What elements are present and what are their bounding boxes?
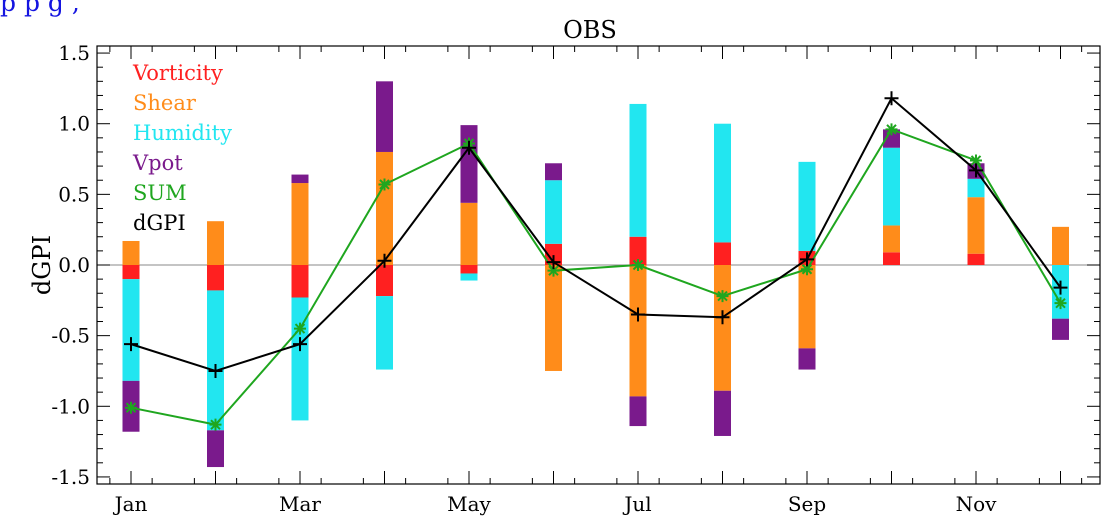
sum-point <box>885 123 898 136</box>
legend-entry-vpot: Vpot <box>132 151 183 175</box>
legend-entry-shear: Shear <box>133 91 197 115</box>
bar-segment-vorticity-apr <box>376 265 393 297</box>
sum-point <box>125 401 137 414</box>
sum-point <box>1054 297 1067 310</box>
dgpi-point <box>1053 280 1068 295</box>
bar-segment-humidity-oct <box>883 147 900 226</box>
sum-point <box>801 263 813 276</box>
x-tick-label: Mar <box>279 492 321 516</box>
dgpi-point <box>969 163 983 178</box>
dgpi-point <box>293 337 307 352</box>
y-tick-label: -0.5 <box>51 324 90 348</box>
y-axis-label: dGPI <box>28 235 56 295</box>
bar-segment-humidity-aug <box>714 123 731 243</box>
chart-title: OBS <box>563 16 617 44</box>
bar-segment-humidity-apr <box>376 296 393 370</box>
bar-segment-shear-jul <box>629 265 647 397</box>
sum-point <box>632 259 644 271</box>
bar-segment-shear-mar <box>291 183 309 265</box>
bar-segment-vpot-aug <box>714 390 731 436</box>
bar-segment-vorticity-feb <box>207 265 224 291</box>
sum-point <box>378 178 391 191</box>
sum-point <box>716 290 729 303</box>
bar-segment-vpot-apr <box>376 81 393 152</box>
bar-segment-shear-jan <box>122 240 140 265</box>
sum-line <box>130 128 1062 426</box>
bar-segment-vorticity-aug <box>714 242 731 265</box>
dgpi-point <box>884 91 899 106</box>
y-tick-label: 0.0 <box>58 253 90 277</box>
legend-entry-vorticity: Vorticity <box>132 61 223 85</box>
bar-segment-vpot-may <box>460 125 478 203</box>
x-tick-label: Nov <box>956 492 998 516</box>
x-tick-label: Sep <box>788 492 826 516</box>
clipped-header-text: p p g , <box>0 0 80 17</box>
sum-point <box>209 418 222 431</box>
bar-segment-humidity-may <box>460 273 478 281</box>
sum-point <box>970 154 982 167</box>
bar-segment-shear-jun <box>545 265 562 371</box>
bar-segment-shear-apr <box>376 151 393 265</box>
sum-point <box>547 264 560 277</box>
bar-segment-shear-feb <box>207 221 224 265</box>
legend-entry-dgpi: dGPI <box>133 211 186 235</box>
bar-segment-vorticity-mar <box>291 265 309 298</box>
dgpi-point <box>124 337 138 352</box>
legend-entry-sum: SUM <box>133 181 187 205</box>
sum-point <box>294 322 306 335</box>
bar-segment-humidity-nov <box>967 178 985 198</box>
bar-segment-shear-dec <box>1052 226 1069 265</box>
bar-segment-shear-may <box>460 202 478 265</box>
bar-segment-vorticity-nov <box>967 253 985 265</box>
dgpi-point <box>800 252 814 267</box>
bar-segment-shear-aug <box>714 265 731 391</box>
x-tick-label: Jan <box>113 492 148 516</box>
legend: Vorticity Shear Humidity Vpot SUM dGPI <box>132 61 232 235</box>
bar-segment-vorticity-jun <box>545 243 562 265</box>
bar-segment-vpot-mar <box>291 174 309 184</box>
bar-segment-shear-sep <box>798 265 816 349</box>
y-tick-label: 1.0 <box>58 112 90 136</box>
chart-marks: 1.5 1.0 0.5 0.0 -0.5 -1.0 -1.5 Jan Mar May Jul Sep N… <box>51 41 1101 516</box>
bar-segment-humidity-sep <box>798 161 816 251</box>
x-tick-label: Jul <box>622 492 651 516</box>
dgpi-point <box>462 140 476 155</box>
bar-segment-shear-nov <box>967 197 985 254</box>
bar-segment-vorticity-jul <box>629 236 647 265</box>
dgpi-point <box>546 255 561 270</box>
dgpi-point <box>631 307 645 322</box>
dgpi-point <box>377 253 392 268</box>
dgpi-point <box>208 363 223 378</box>
y-tick-label: 1.5 <box>58 41 90 65</box>
bar-segment-humidity-jun <box>545 180 562 244</box>
y-tick-label: -1.0 <box>51 394 90 418</box>
bar-segment-vorticity-oct <box>883 252 900 265</box>
bar-segment-humidity-mar <box>291 297 309 421</box>
bar-segment-vpot-dec <box>1052 318 1069 340</box>
dgpi-line <box>130 96 1062 373</box>
legend-entry-humidity: Humidity <box>133 121 232 145</box>
x-tick-label: May <box>447 492 491 516</box>
bar-segment-shear-oct <box>883 225 900 253</box>
bar-segment-vpot-feb <box>207 430 224 468</box>
bar-segment-vorticity-may <box>460 265 478 274</box>
bar-segment-humidity-jan <box>122 279 140 381</box>
bar-segment-vorticity-jan <box>122 265 140 280</box>
bar-segment-vpot-sep <box>798 348 816 370</box>
bar-segment-vpot-jul <box>629 396 647 427</box>
bar-segment-vpot-jun <box>545 163 562 181</box>
bar-segment-humidity-jul <box>629 103 647 237</box>
bar-segment-humidity-feb <box>207 290 224 431</box>
y-tick-label: 0.5 <box>58 182 90 206</box>
dgpi-point <box>715 310 730 325</box>
y-tick-label: -1.5 <box>51 465 90 489</box>
